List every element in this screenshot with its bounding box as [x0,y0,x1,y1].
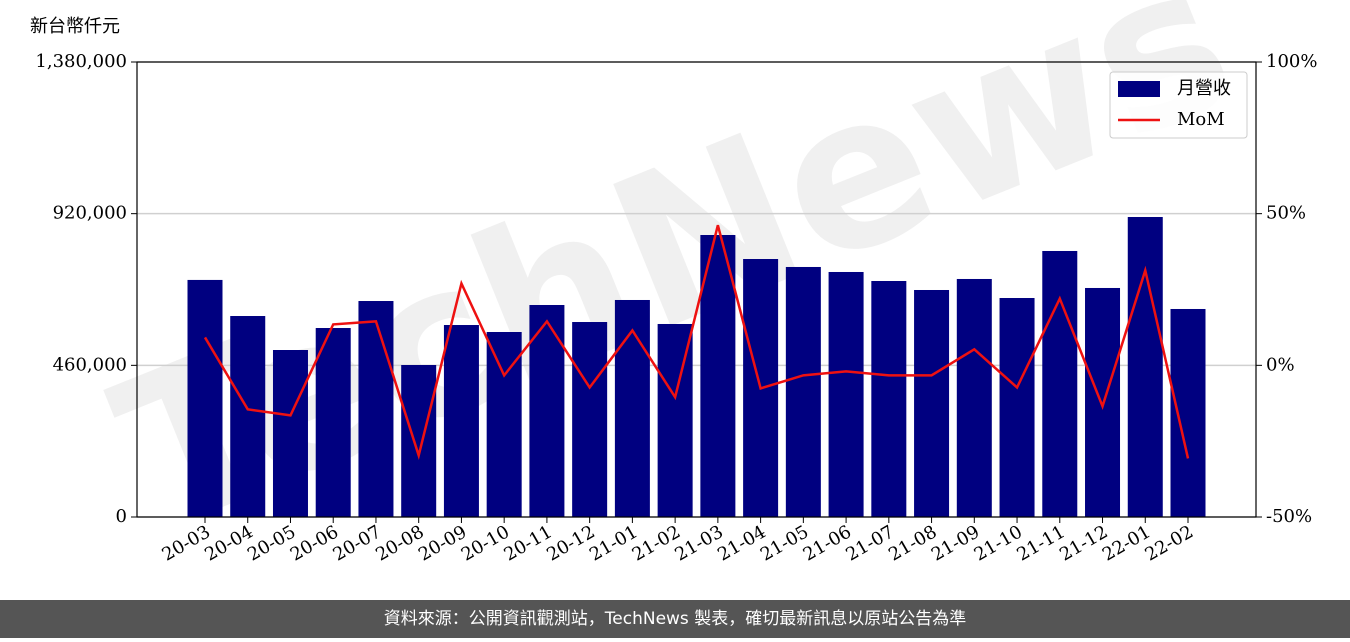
bar [828,271,864,517]
x-tick-label: 21-04 [714,521,769,565]
plot-frame [136,61,1257,518]
bar [700,234,736,518]
footer: 資料來源：公開資訊觀測站，TechNews 製表，確切最新訊息以原站公告為準 [384,609,966,629]
x-tick-label: 21-07 [842,521,897,565]
x-tick-label: 20-08 [372,521,427,565]
bar [315,328,351,517]
y2-tick-label: 50% [1266,203,1306,224]
footer-band [0,600,1350,638]
x-tick-label: 20-12 [543,521,598,565]
x-tick-label: 21-11 [1013,521,1068,565]
legend-label: 月營收 [1177,78,1231,99]
y-tick-label: 1,380,000 [35,51,127,72]
bar [1127,216,1163,517]
bar [358,301,394,517]
legend-label: MoM [1177,109,1225,130]
x-tick-label: 20-10 [458,521,513,565]
x-tick-label: 21-06 [800,521,855,565]
x-tick-label: 21-05 [757,521,812,565]
x-tick-label: 20-11 [500,521,555,565]
bar [187,279,223,517]
y2-tick-label: -50% [1266,506,1312,527]
x-tick-label: 22-02 [1142,521,1197,565]
bar [785,266,821,517]
y2-tick-label: 0% [1266,354,1295,375]
bar [1042,250,1078,517]
bar [272,350,308,517]
y-tick-label: 920,000 [53,203,127,224]
x-tick-label: 21-02 [629,521,684,565]
bar [999,298,1035,517]
line [203,224,1190,461]
y-tick-label: 460,000 [53,354,127,375]
y2-tick-label: 100% [1266,51,1317,72]
y-tick-label: 0 [116,506,127,527]
x-tick-label: 22-01 [1099,521,1154,565]
bar [657,323,693,517]
bar [614,299,650,517]
bar [914,289,950,517]
bar [443,325,479,517]
bar [230,316,266,517]
x-tick-label: 20-07 [330,521,385,565]
bar [572,322,608,517]
bar [871,280,907,517]
x-tick-label: 21-08 [885,521,940,565]
x-tick-label: 21-03 [671,521,726,565]
legend-swatch [1118,81,1160,97]
x-tick-label: 20-09 [415,521,470,565]
bar [486,331,522,517]
x-tick-label: 21-09 [928,521,983,565]
x-tick-label: 21-12 [1056,521,1111,565]
bar [956,278,992,517]
bar [1170,308,1206,517]
bar [401,365,437,517]
y-axis-label: 新台幣仟元 [30,16,120,37]
x-tick-label: 21-10 [971,521,1026,565]
x-tick-label: 21-01 [586,521,641,565]
